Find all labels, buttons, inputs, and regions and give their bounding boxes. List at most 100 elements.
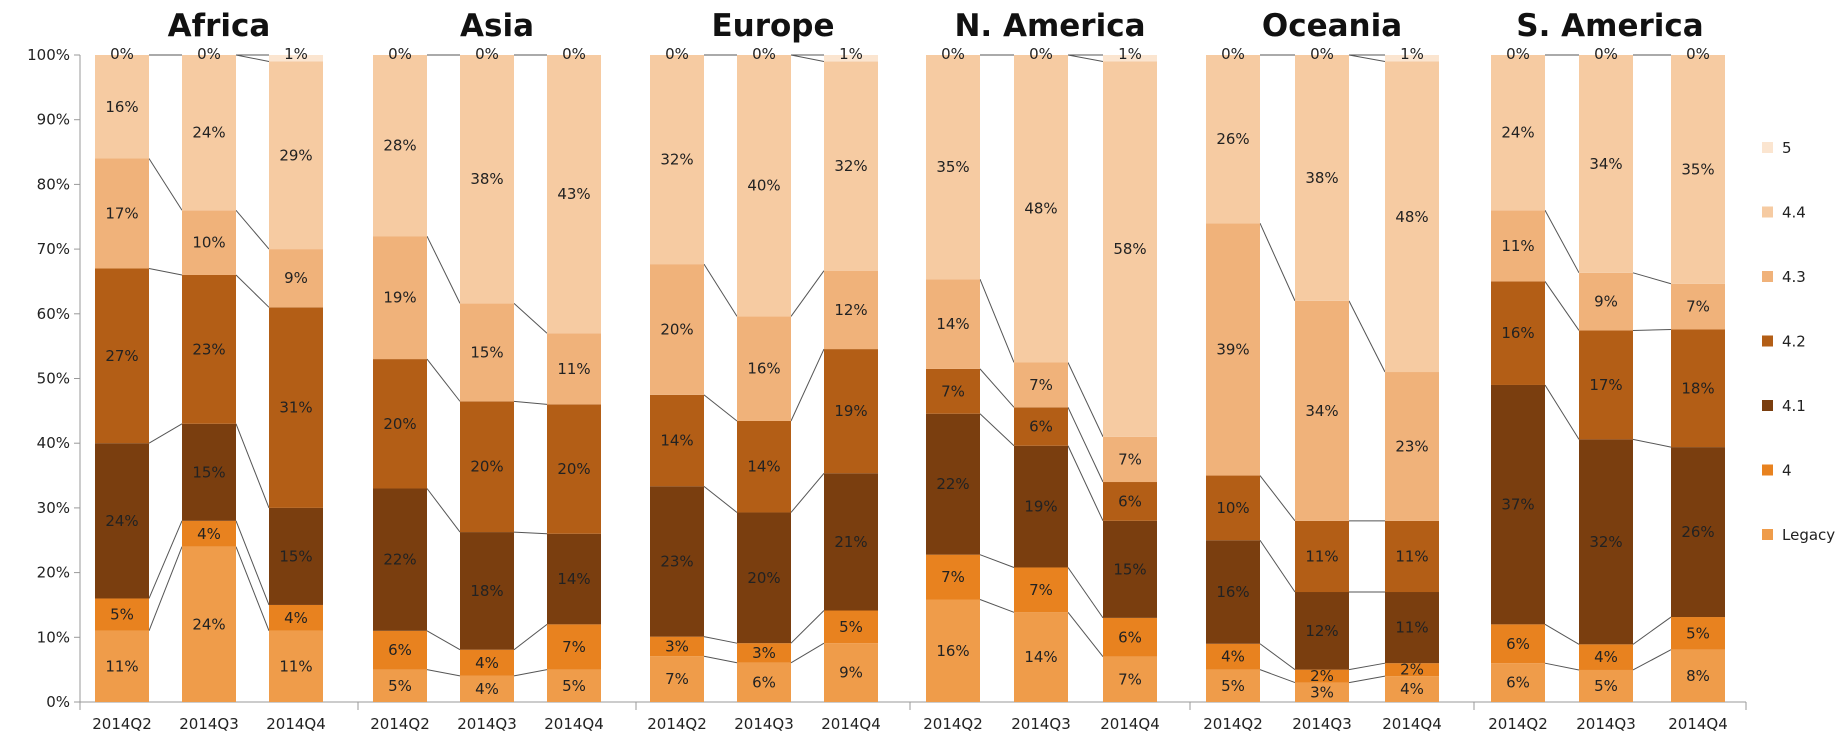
data-label: 17% [105, 205, 138, 223]
bar-segment-4 [1206, 643, 1260, 670]
bar-segment-4-1 [1014, 445, 1068, 568]
bar-segment-4-3 [1671, 283, 1725, 330]
data-label: 0% [1221, 45, 1245, 63]
series-connector-line [513, 531, 548, 535]
data-label: 7% [1118, 450, 1142, 468]
series-connector-line [235, 209, 270, 250]
data-label: 19% [383, 289, 416, 307]
data-label: 15% [470, 343, 503, 361]
series-connector-line [235, 423, 270, 509]
bar-segment-4-4 [182, 55, 236, 211]
bar-segment-4-1 [1671, 447, 1725, 618]
data-label: 5% [1686, 624, 1710, 642]
data-label: 5% [388, 677, 412, 695]
bar-segment-4-1 [650, 486, 704, 637]
legend-swatch [1762, 400, 1773, 411]
data-label: 3% [1310, 683, 1334, 701]
bar-segment-4-2 [650, 394, 704, 487]
panel-title: Oceania [1262, 8, 1402, 44]
series-connector-line [1259, 643, 1296, 671]
series-connector-line [1067, 54, 1104, 62]
data-label: 26% [1216, 130, 1249, 148]
data-label: 23% [192, 340, 225, 358]
x-tick-label: 2014Q2 [647, 715, 707, 733]
bar-segment-4-1 [1295, 592, 1349, 670]
data-label: 0% [562, 45, 586, 63]
data-label: 10% [1216, 499, 1249, 517]
series-connector-line [1632, 328, 1672, 331]
y-tick-label: 0% [46, 693, 70, 711]
bar-segment-4 [1103, 617, 1157, 657]
series-connector-line [1544, 210, 1580, 274]
data-label: 16% [1501, 324, 1534, 342]
bar-segment-4-3 [1579, 272, 1633, 331]
data-label: 58% [1113, 240, 1146, 258]
y-tick-label: 70% [37, 240, 70, 258]
data-label: 15% [192, 463, 225, 481]
x-tick-label: 2014Q4 [821, 715, 881, 733]
data-label: 7% [665, 670, 689, 688]
data-label: 23% [1395, 437, 1428, 455]
data-label: 1% [284, 45, 308, 63]
bar-segment-4-3 [1014, 362, 1068, 408]
data-label: 14% [1024, 648, 1057, 666]
data-label: 9% [284, 269, 308, 287]
bar-segment-legacy [1671, 649, 1725, 702]
series-connector-line [979, 368, 1015, 408]
legend-label: 5 [1782, 139, 1792, 157]
legend-swatch [1762, 271, 1773, 282]
bar-segment-4 [737, 643, 791, 663]
data-label: 0% [665, 45, 689, 63]
bar-segment-4-1 [1385, 592, 1439, 664]
bar-segment-5 [1385, 55, 1439, 62]
data-label: 14% [557, 570, 590, 588]
series-connector-line [703, 636, 738, 644]
x-tick-label: 2014Q3 [734, 715, 794, 733]
data-label: 26% [1681, 523, 1714, 541]
x-tick-label: 2014Q3 [1292, 715, 1352, 733]
legend-label: 4 [1782, 462, 1792, 480]
data-label: 12% [834, 301, 867, 319]
series-connector-line [790, 642, 825, 664]
bar-segment-legacy [926, 599, 980, 702]
bar-segment-4 [182, 520, 236, 547]
series-connector-line [148, 268, 183, 276]
series-connector-line [790, 472, 825, 513]
series-connector-line [426, 630, 461, 651]
bar-segment-4-2 [1491, 281, 1545, 385]
data-label: 10% [192, 234, 225, 252]
bar-segment-4-4 [1671, 55, 1725, 284]
bar-segment-4 [95, 598, 149, 631]
series-connector-line [148, 546, 183, 632]
series-connector-line [1067, 445, 1104, 522]
x-tick-label: 2014Q4 [544, 715, 604, 733]
data-label: 4% [284, 609, 308, 627]
bar-segment-5 [824, 55, 878, 62]
series-connector-line [235, 54, 270, 62]
bar-segment-4-1 [547, 533, 601, 625]
data-label: 5% [562, 677, 586, 695]
data-label: 0% [1029, 45, 1053, 63]
bar-segment-4-2 [182, 274, 236, 424]
x-tick-label: 2014Q2 [1488, 715, 1548, 733]
data-label: 0% [475, 45, 499, 63]
bar-segment-5 [1103, 55, 1157, 62]
bar-segment-4-2 [1671, 329, 1725, 448]
data-label: 32% [660, 151, 693, 169]
bar-segment-4-1 [824, 473, 878, 611]
bar-segment-4-1 [926, 413, 980, 555]
x-tick-label: 2014Q4 [1668, 715, 1728, 733]
series-connector-line [703, 394, 738, 422]
data-label: 8% [1686, 667, 1710, 685]
data-label: 1% [1118, 45, 1142, 63]
bar-segment-legacy [182, 546, 236, 702]
data-label: 6% [388, 641, 412, 659]
bar-segment-4-1 [269, 507, 323, 605]
y-tick-label: 60% [37, 305, 70, 323]
series-connector-line [1544, 281, 1580, 331]
bar-segment-4-1 [1579, 439, 1633, 645]
data-label: 31% [279, 399, 312, 417]
bar-segment-4 [926, 554, 980, 600]
y-tick-label: 20% [37, 564, 70, 582]
